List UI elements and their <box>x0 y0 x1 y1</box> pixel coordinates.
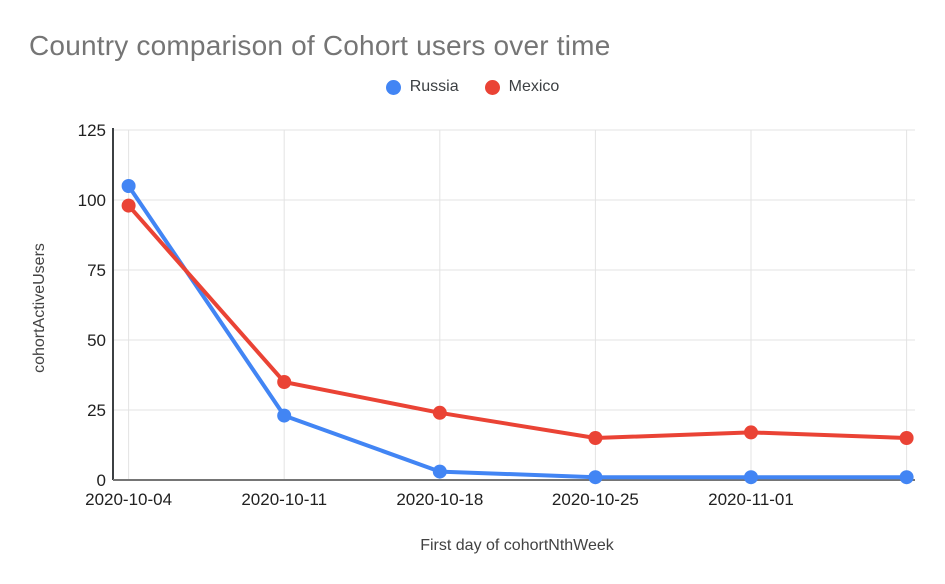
data-point-russia[interactable] <box>121 179 136 193</box>
legend-item-mexico: Mexico <box>484 78 560 96</box>
data-point-mexico[interactable] <box>588 431 603 445</box>
y-tick-label: 100 <box>78 191 106 210</box>
y-tick-label: 75 <box>87 261 106 280</box>
y-tick-label: 0 <box>97 471 106 490</box>
y-tick-label: 25 <box>87 401 106 420</box>
legend-label-mexico: Mexico <box>508 78 560 95</box>
data-point-mexico[interactable] <box>899 431 914 445</box>
series-line-russia <box>126 184 909 480</box>
data-point-mexico[interactable] <box>121 198 136 213</box>
data-point-mexico[interactable] <box>432 405 447 420</box>
x-tick-label: 2020-10-11 <box>241 490 327 509</box>
x-tick-label: 2020-10-25 <box>552 490 639 509</box>
x-axis-title: First day of cohortNthWeek <box>420 537 614 554</box>
data-point-mexico[interactable] <box>277 375 292 389</box>
y-tick-label: 50 <box>87 331 106 350</box>
x-tick-label: 2020-10-04 <box>85 490 172 509</box>
x-tick-label: 2020-11-01 <box>708 490 794 509</box>
data-point-russia[interactable] <box>899 470 914 485</box>
legend-dot-mexico <box>484 79 500 95</box>
x-tick-label: 2020-10-18 <box>396 490 483 509</box>
y-tick-label: 125 <box>78 121 106 140</box>
chart-legend: Russia Mexico <box>0 78 945 96</box>
data-point-russia[interactable] <box>744 470 758 485</box>
data-point-mexico[interactable] <box>744 425 758 440</box>
legend-dot-russia <box>385 79 401 95</box>
data-point-russia[interactable] <box>277 408 292 423</box>
series-line-mexico <box>126 203 909 440</box>
legend-label-russia: Russia <box>409 78 459 95</box>
legend-item-russia: Russia <box>385 78 459 96</box>
chart-title: Country comparison of Cohort users over … <box>29 30 611 61</box>
data-point-russia[interactable] <box>432 464 447 479</box>
y-axis-title: cohortActiveUsers <box>31 243 48 373</box>
data-point-russia[interactable] <box>588 470 603 485</box>
